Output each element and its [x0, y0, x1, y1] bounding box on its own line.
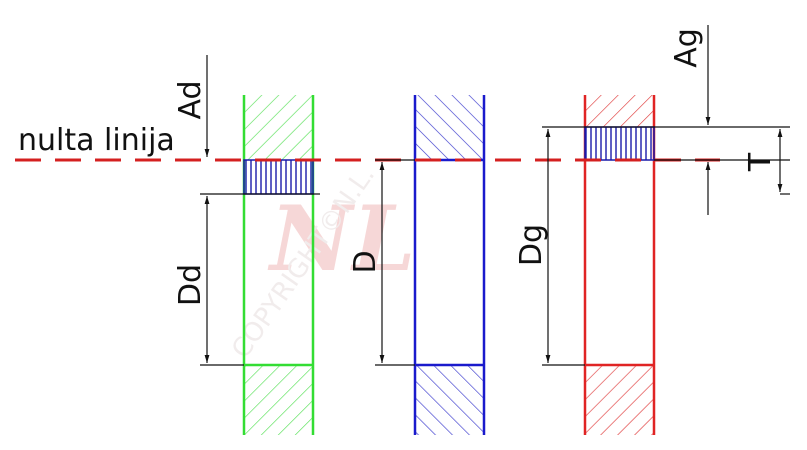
shaft-upper-hatch: [244, 95, 313, 160]
label-T: T: [743, 152, 778, 172]
label-D: D: [348, 250, 383, 273]
label-Dd: Dd: [173, 264, 208, 306]
hole-upper-hatch: [585, 95, 654, 127]
dim-Dd: Dd: [173, 196, 210, 363]
zero-line-label: nulta linija: [18, 123, 175, 158]
extension-lines: [200, 126, 790, 366]
shaft-lower-hatch: [244, 365, 313, 435]
nominal-lower-hatch: [415, 365, 484, 435]
dim-D: D: [348, 162, 385, 363]
hole-tolerance-zone: [584, 126, 655, 161]
hole-lower-hatch: [585, 365, 654, 435]
shaft-bar-green: [242, 95, 315, 435]
dim-Ag: Ag: [669, 25, 711, 215]
nominal-bar-blue: [413, 95, 486, 435]
label-Ad: Ad: [173, 80, 208, 119]
dim-T: T: [743, 129, 783, 192]
hole-bar-red: [583, 95, 656, 435]
shaft-tolerance-zone: [243, 159, 314, 195]
watermark-logo: NL: [267, 186, 416, 292]
nominal-upper-hatch: [415, 95, 484, 160]
dim-Dg: Dg: [514, 129, 551, 363]
label-Dg: Dg: [514, 224, 549, 266]
label-Ag: Ag: [669, 28, 704, 68]
dim-Ad: Ad: [173, 55, 210, 157]
